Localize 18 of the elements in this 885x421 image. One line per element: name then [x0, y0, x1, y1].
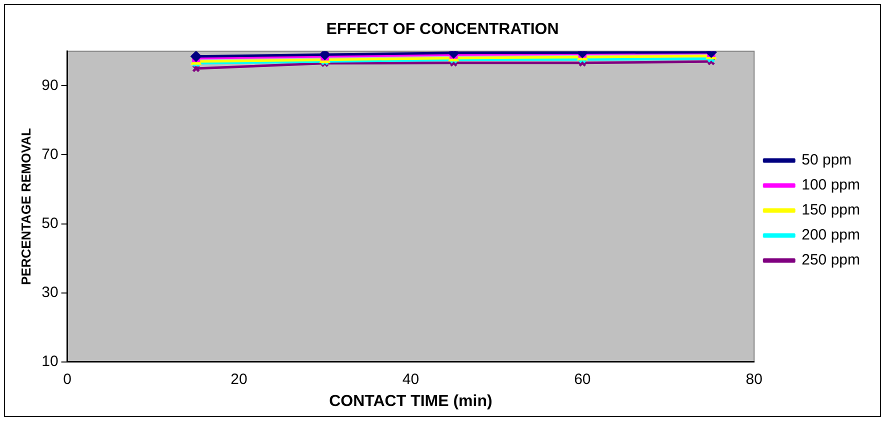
- y-tick-label: 90: [42, 76, 58, 94]
- legend-label: 50 ppm: [802, 152, 852, 169]
- legend-label: 200 ppm: [802, 226, 860, 244]
- legend-label: 150 ppm: [802, 202, 860, 219]
- x-tick-label: 80: [746, 370, 762, 388]
- chart-title: EFFECT OF CONCENTRATION: [326, 21, 559, 38]
- legend-label: 100 ppm: [802, 176, 860, 194]
- x-tick-label: 20: [230, 370, 248, 388]
- legend-label: 250 ppm: [802, 252, 860, 269]
- x-axis-title: CONTACT TIME (min): [329, 392, 492, 410]
- y-tick-label: 10: [42, 352, 58, 370]
- x-tick-label: 40: [402, 370, 420, 388]
- y-tick-label: 70: [42, 146, 58, 163]
- x-tick-label: 60: [574, 370, 591, 388]
- y-axis-title: PERCENTAGE REMOVAL: [18, 128, 34, 285]
- y-tick-label: 30: [42, 284, 58, 301]
- x-tick-label: 0: [63, 370, 72, 388]
- y-tick-label: 50: [42, 214, 58, 232]
